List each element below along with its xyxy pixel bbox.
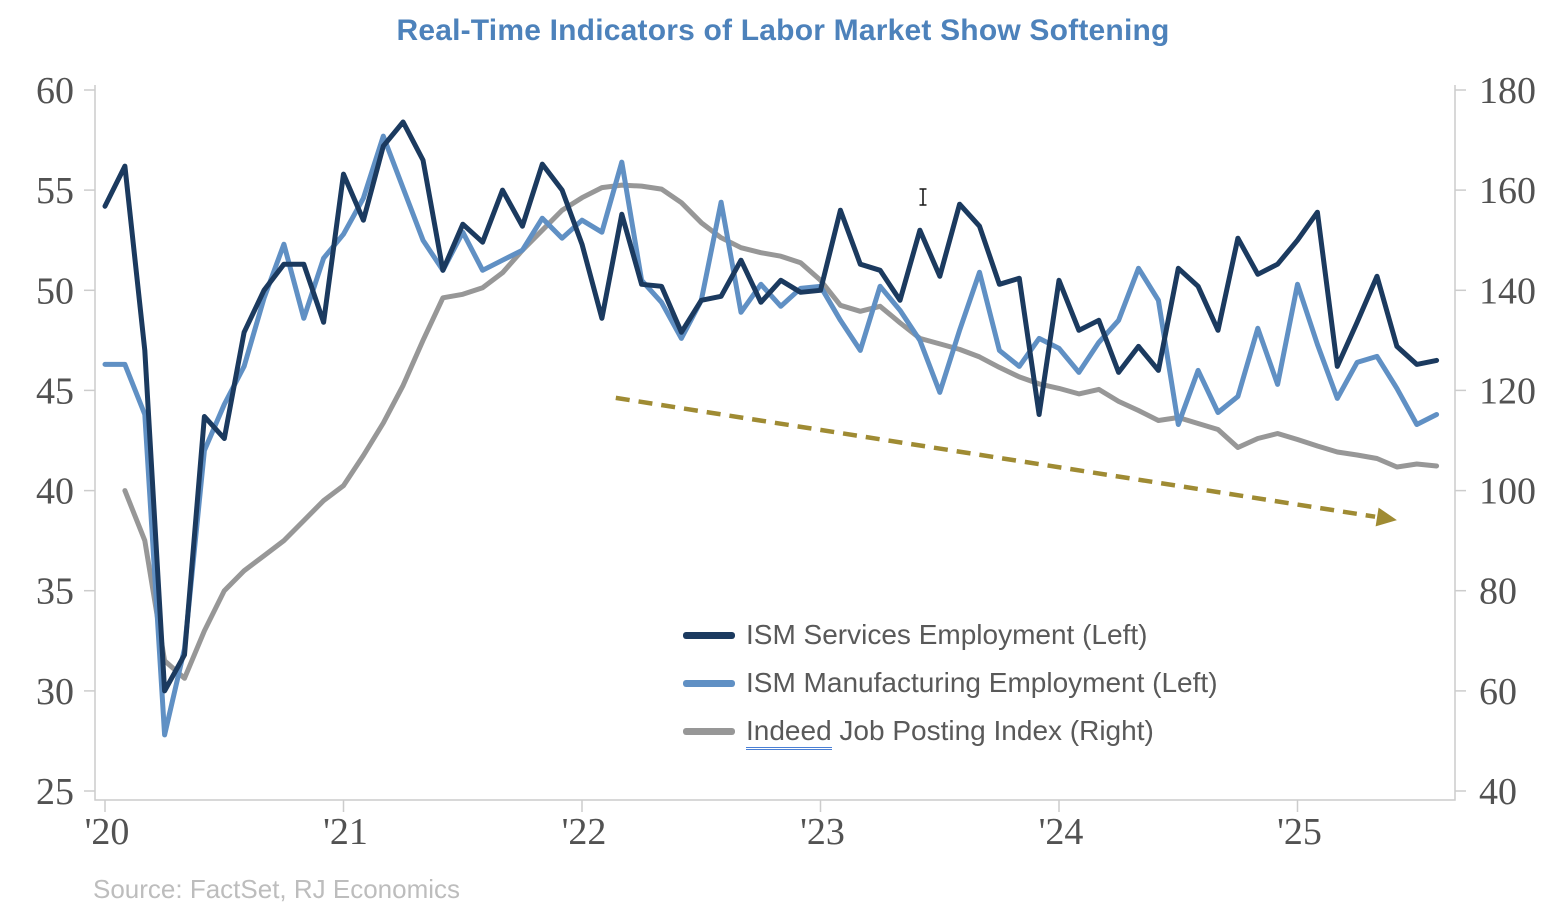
svg-text:40: 40 [1479, 771, 1517, 813]
svg-text:120: 120 [1479, 370, 1536, 412]
legend-label: Indeed Job Posting Index (Right) [746, 715, 1154, 750]
legend-label-underlined-word: Indeed [746, 715, 832, 750]
svg-text:'20: '20 [85, 811, 130, 853]
svg-text:55: 55 [36, 170, 74, 212]
svg-text:35: 35 [36, 571, 74, 613]
svg-text:'24: '24 [1039, 811, 1084, 853]
series-swatch-gray-icon [683, 727, 735, 735]
source-note: Source: FactSet, RJ Economics [93, 874, 461, 904]
svg-text:40: 40 [36, 471, 74, 513]
svg-text:100: 100 [1479, 471, 1536, 513]
svg-text:80: 80 [1479, 571, 1517, 613]
legend: ISM Services Employment (Left) ISM Manuf… [683, 611, 1218, 755]
svg-text:30: 30 [36, 671, 74, 713]
svg-text:'22: '22 [562, 811, 607, 853]
legend-item-ism-manufacturing: ISM Manufacturing Employment (Left) [683, 659, 1218, 707]
series-swatch-blue-icon [683, 679, 735, 687]
svg-text:'21: '21 [323, 811, 368, 853]
svg-text:140: 140 [1479, 270, 1536, 312]
svg-text:60: 60 [1479, 671, 1517, 713]
svg-text:180: 180 [1479, 70, 1536, 112]
legend-item-ism-services: ISM Services Employment (Left) [683, 611, 1218, 659]
series-swatch-navy-icon [683, 631, 735, 639]
svg-text:45: 45 [36, 370, 74, 412]
svg-text:25: 25 [36, 771, 74, 813]
legend-label: ISM Services Employment (Left) [746, 619, 1148, 650]
svg-text:160: 160 [1479, 170, 1536, 212]
chart-title: Real-Time Indicators of Labor Market Sho… [396, 14, 1170, 47]
legend-label-rest: Job Posting Index (Right) [831, 715, 1154, 746]
legend-item-indeed: Indeed Job Posting Index (Right) [683, 707, 1218, 755]
svg-text:60: 60 [36, 70, 74, 112]
legend-label: ISM Manufacturing Employment (Left) [746, 667, 1218, 698]
text-ibeam-cursor [919, 188, 927, 206]
svg-text:'25: '25 [1277, 811, 1322, 853]
svg-text:50: 50 [36, 270, 74, 312]
svg-text:'23: '23 [800, 811, 845, 853]
